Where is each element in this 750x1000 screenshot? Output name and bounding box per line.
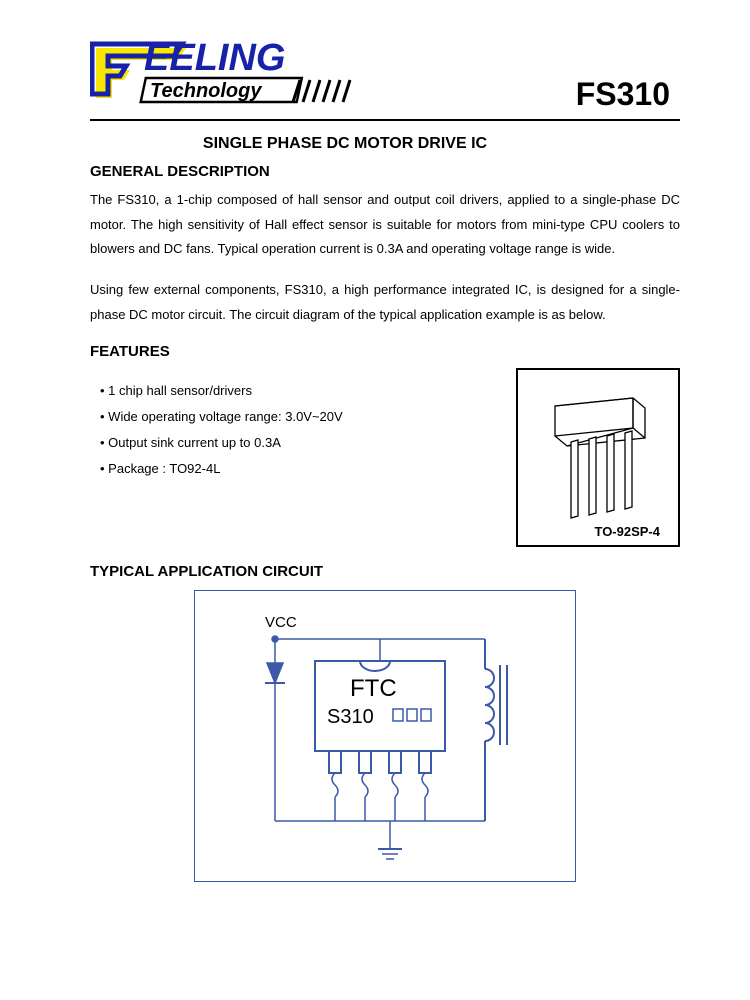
general-description-p2: Using few external components, FS310, a … [90, 278, 680, 327]
features-heading: FEATURES [90, 343, 680, 360]
circuit-wrap: VCC [90, 590, 680, 882]
features-list: 1 chip hall sensor/drivers Wide operatin… [90, 368, 496, 482]
package-label: TO-92SP-4 [594, 524, 660, 539]
brand-logo: EELING Technology [90, 30, 400, 113]
typical-application-circuit: VCC [194, 590, 576, 882]
header-rule [90, 119, 680, 121]
general-description-heading: GENERAL DESCRIPTION [90, 163, 680, 180]
vcc-label: VCC [265, 614, 297, 631]
feature-item: Output sink current up to 0.3A [100, 430, 496, 456]
feature-item: 1 chip hall sensor/drivers [100, 378, 496, 404]
ic-text-line1: FTC [350, 675, 397, 702]
ic-text-line2: S310 [327, 706, 374, 728]
part-number: FS310 [576, 76, 670, 113]
typical-circuit-heading: TYPICAL APPLICATION CIRCUIT [90, 563, 680, 580]
feature-item: Package : TO92-4L [100, 456, 496, 482]
features-row: 1 chip hall sensor/drivers Wide operatin… [90, 368, 680, 547]
logo-top-text: EELING [144, 37, 285, 79]
to92-icon [533, 388, 663, 528]
package-diagram: TO-92SP-4 [516, 368, 680, 547]
doc-title: SINGLE PHASE DC MOTOR DRIVE IC [90, 135, 600, 153]
header: EELING Technology FS310 [90, 30, 680, 113]
datasheet-page: EELING Technology FS310 SINGLE PHAS [0, 0, 750, 912]
logo-bottom-text: Technology [150, 80, 262, 102]
feature-item: Wide operating voltage range: 3.0V~20V [100, 404, 496, 430]
general-description-p1: The FS310, a 1-chip composed of hall sen… [90, 188, 680, 262]
